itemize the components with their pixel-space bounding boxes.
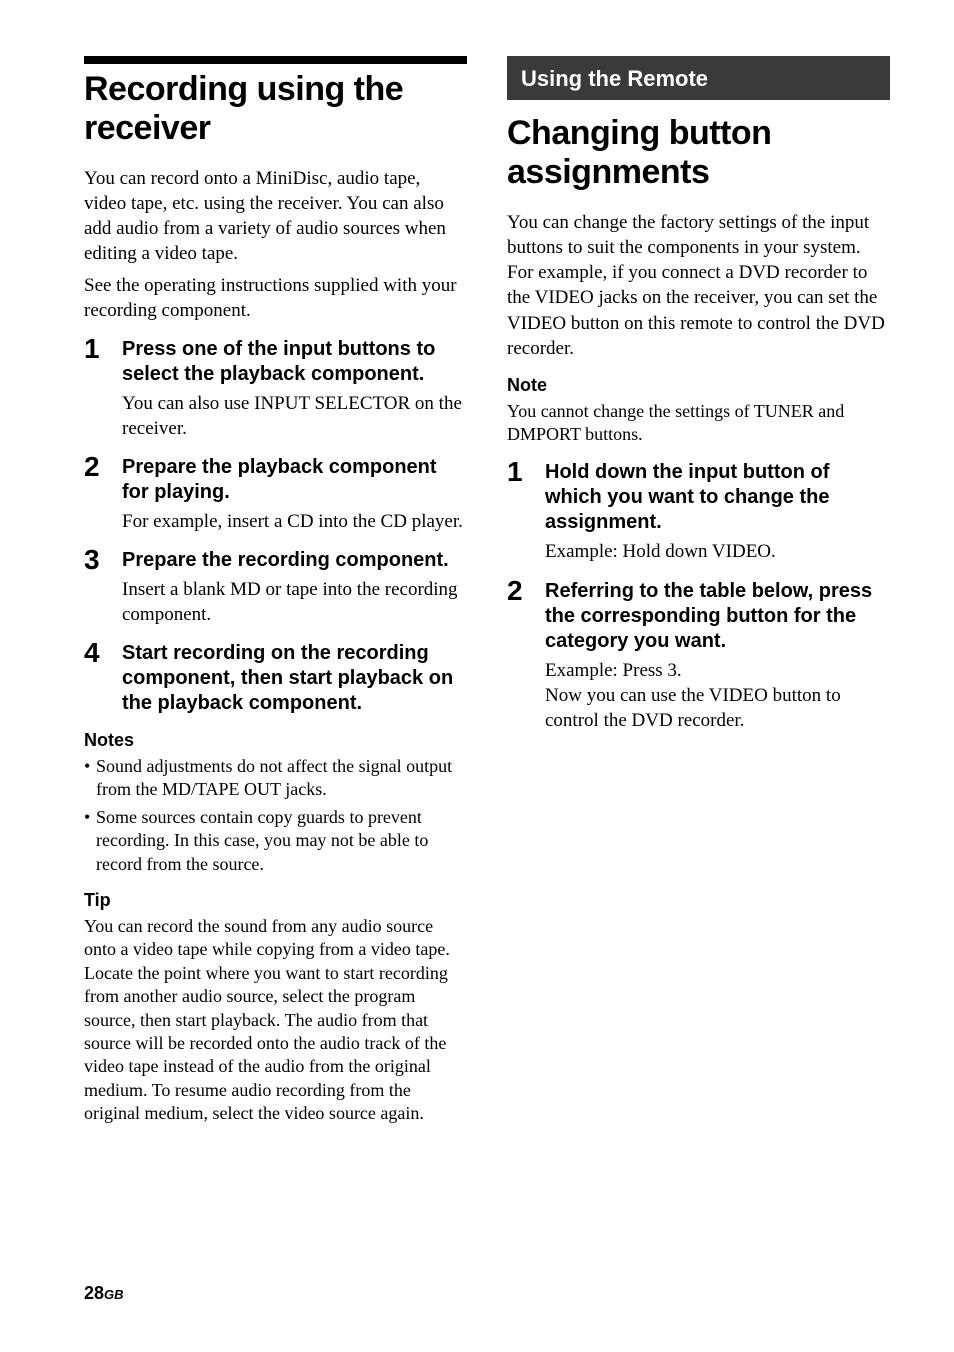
intro-paragraph-1: You can record onto a MiniDisc, audio ta… bbox=[84, 166, 467, 266]
page-number: 28 bbox=[84, 1283, 104, 1303]
note-item: Sound adjustments do not affect the sign… bbox=[84, 755, 467, 802]
step-title: Press one of the input buttons to select… bbox=[122, 337, 467, 387]
section-rule bbox=[84, 56, 467, 64]
right-column: Using the Remote Changing button assignm… bbox=[507, 56, 890, 1126]
note-body: You cannot change the settings of TUNER … bbox=[507, 400, 890, 447]
step-body: Example: Hold down VIDEO. bbox=[545, 539, 890, 564]
notes-heading: Notes bbox=[84, 730, 467, 751]
step-body: You can also use INPUT SELECTOR on the r… bbox=[122, 391, 467, 441]
step-body: Insert a blank MD or tape into the recor… bbox=[122, 577, 467, 627]
step-item: Hold down the input button of which you … bbox=[507, 460, 890, 564]
step-title: Prepare the recording component. bbox=[122, 548, 467, 573]
region-code: GB bbox=[104, 1287, 124, 1302]
tip-heading: Tip bbox=[84, 890, 467, 911]
left-column: Recording using the receiver You can rec… bbox=[84, 56, 467, 1126]
tip-body: You can record the sound from any audio … bbox=[84, 915, 467, 1126]
page-footer: 28GB bbox=[84, 1283, 124, 1304]
step-item: Prepare the playback component for playi… bbox=[84, 455, 467, 534]
intro-paragraph-2: See the operating instructions supplied … bbox=[84, 273, 467, 323]
notes-list: Sound adjustments do not affect the sign… bbox=[84, 755, 467, 876]
intro-paragraph: You can change the factory settings of t… bbox=[507, 210, 890, 360]
note-item: Some sources contain copy guards to prev… bbox=[84, 806, 467, 876]
right-steps: Hold down the input button of which you … bbox=[507, 460, 890, 732]
left-steps: Press one of the input buttons to select… bbox=[84, 337, 467, 716]
heading-changing-assignments: Changing button assignments bbox=[507, 114, 890, 192]
step-body: Example: Press 3. Now you can use the VI… bbox=[545, 658, 890, 733]
step-title: Start recording on the recording compone… bbox=[122, 641, 467, 716]
step-item: Press one of the input buttons to select… bbox=[84, 337, 467, 441]
step-body: For example, insert a CD into the CD pla… bbox=[122, 509, 467, 534]
heading-recording: Recording using the receiver bbox=[84, 70, 467, 148]
note-heading: Note bbox=[507, 375, 890, 396]
step-item: Referring to the table below, press the … bbox=[507, 579, 890, 733]
step-item: Start recording on the recording compone… bbox=[84, 641, 467, 716]
step-title: Prepare the playback component for playi… bbox=[122, 455, 467, 505]
step-title: Referring to the table below, press the … bbox=[545, 579, 890, 654]
step-title: Hold down the input button of which you … bbox=[545, 460, 890, 535]
step-item: Prepare the recording component. Insert … bbox=[84, 548, 467, 627]
banner-using-remote: Using the Remote bbox=[507, 56, 890, 100]
